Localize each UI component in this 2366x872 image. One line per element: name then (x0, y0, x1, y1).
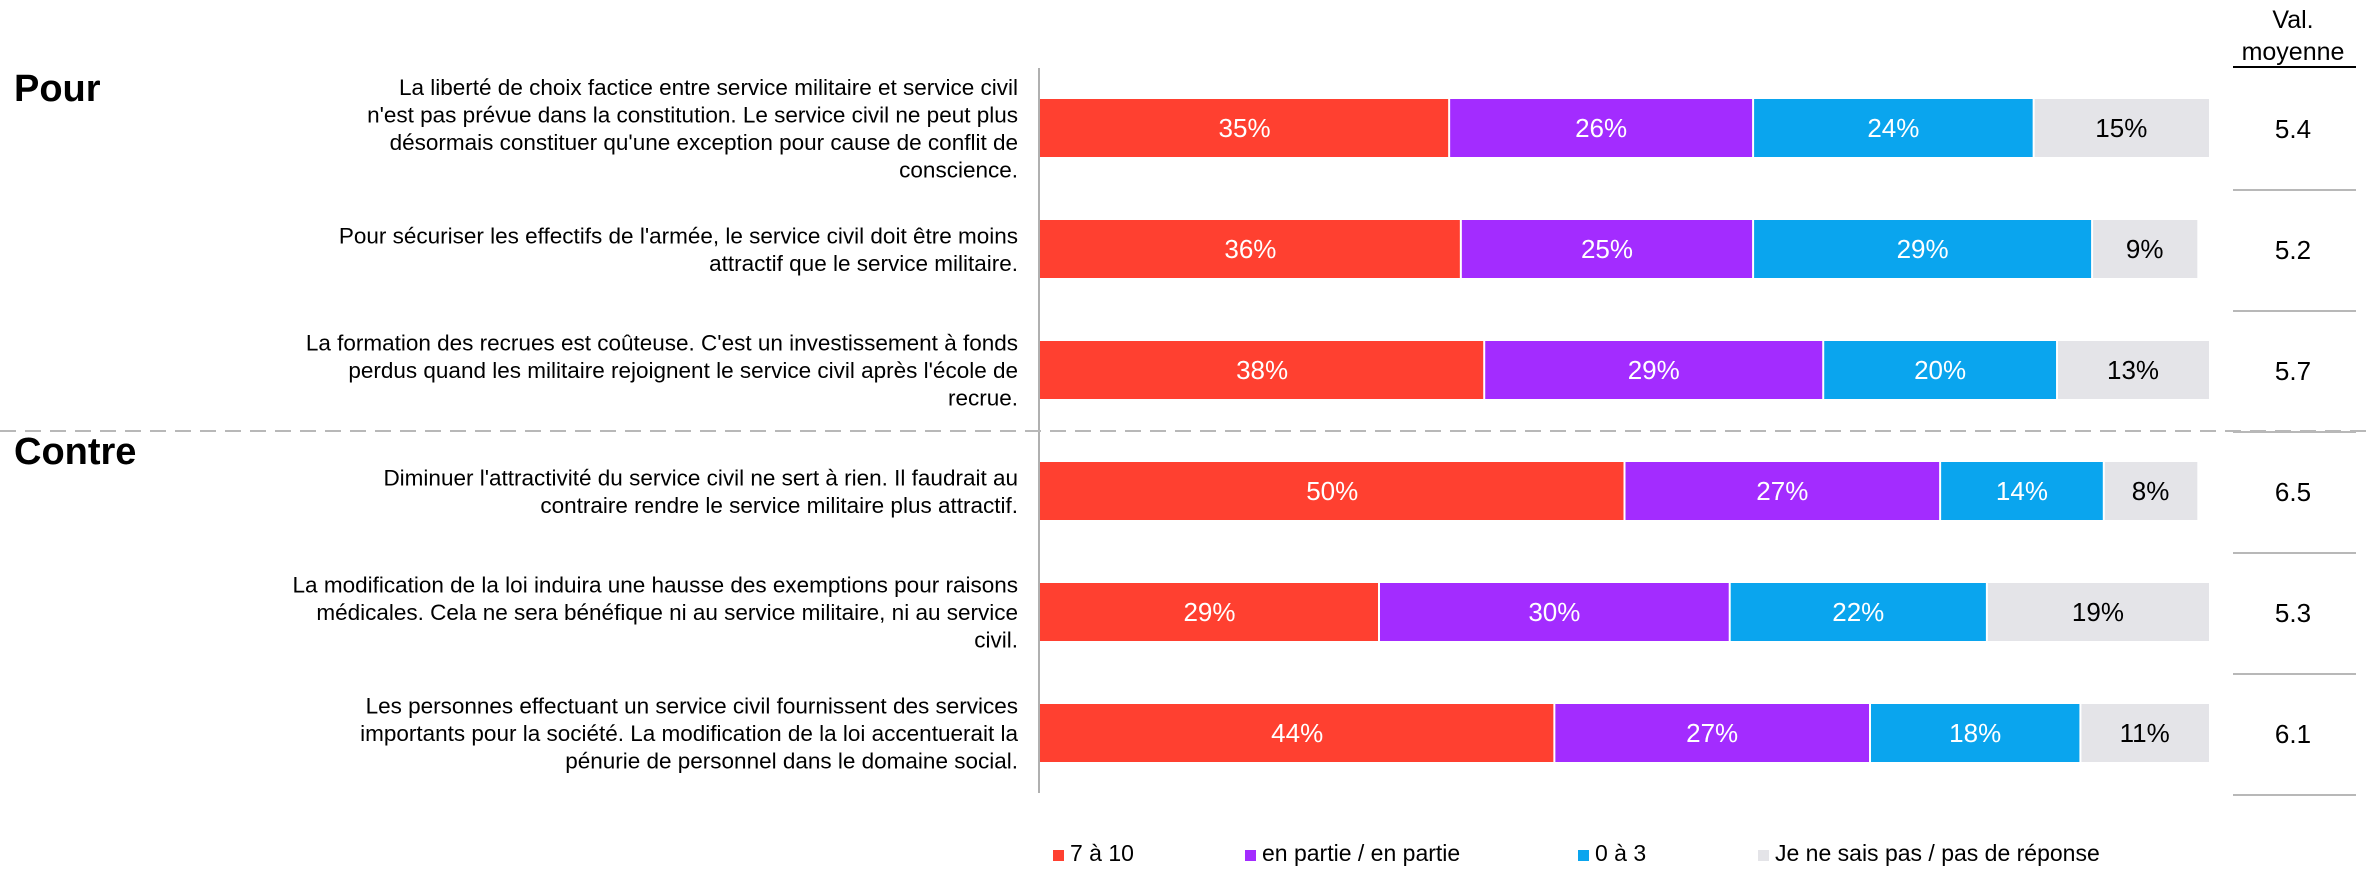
legend-swatch-1 (1053, 850, 1064, 861)
bar-segment-r2-s2 (1460, 220, 1754, 278)
bar-segment-r4-s1 (1040, 462, 1625, 520)
data-label-r2-s1: 36% (1224, 234, 1276, 264)
bar-segment-r5-s2 (1379, 583, 1730, 641)
bar-segment-r6-s2 (1554, 704, 1870, 762)
category-label-4: Diminuer l'attractivité du service civil… (383, 465, 1018, 518)
bar-segment-r6-s1 (1040, 704, 1555, 762)
category-label-line: attractif que le service militaire. (709, 251, 1018, 276)
category-label-line: Les personnes effectuant un service civi… (366, 694, 1018, 719)
mean-value-6: 6.1 (2275, 719, 2311, 749)
data-label-r2-s4: 9% (2126, 234, 2164, 264)
bar-segment-r6-s3 (1869, 704, 2081, 762)
value-column-header-line-1: Val. (2272, 6, 2313, 34)
data-label-r1-s2: 26% (1575, 113, 1627, 143)
mean-value-3: 5.7 (2275, 356, 2311, 386)
data-label-r6-s1: 44% (1271, 718, 1323, 748)
bar-segment-r1-s2 (1449, 99, 1754, 157)
bar-segment-r2-s4 (2092, 220, 2198, 278)
category-label-line: n'est pas prévue dans la constitution. L… (367, 102, 1018, 127)
bar-segment-r5-s4 (1986, 583, 2209, 641)
bar-segment-r1-s3 (1753, 99, 2034, 157)
bar-segment-r4-s4 (2103, 462, 2198, 520)
mean-value-4: 6.5 (2275, 477, 2311, 507)
data-label-r2-s3: 29% (1897, 234, 1949, 264)
data-label-r6-s2: 27% (1686, 718, 1738, 748)
category-label-line: contraire rendre le service militaire pl… (540, 493, 1018, 518)
data-label-r5-s1: 29% (1183, 597, 1235, 627)
category-label-1: La liberté de choix factice entre servic… (367, 75, 1018, 183)
legend-label-2: en partie / en partie (1262, 840, 1460, 866)
category-label-line: Pour sécuriser les effectifs de l'armée,… (339, 223, 1018, 248)
legend-swatch-3 (1578, 850, 1589, 861)
mean-value-1: 5.4 (2275, 114, 2311, 144)
mean-value-5: 5.3 (2275, 598, 2311, 628)
category-label-line: importants pour la société. La modificat… (360, 721, 1018, 746)
bar-segment-r6-s4 (2080, 704, 2209, 762)
category-label-line: La modification de la loi induira une ha… (293, 573, 1018, 598)
legend-label-4: Je ne sais pas / pas de réponse (1775, 840, 2100, 866)
data-label-r1-s4: 15% (2095, 113, 2147, 143)
legend-swatch-4 (1758, 850, 1769, 861)
data-label-r6-s4: 11% (2120, 718, 2170, 748)
data-label-r6-s3: 18% (1949, 718, 2001, 748)
value-column-header-line-2: moyenne (2242, 38, 2345, 66)
group-label-contre: Contre (14, 431, 136, 473)
data-label-r2-s2: 25% (1581, 234, 1633, 264)
legend-label-3: 0 à 3 (1595, 840, 1646, 866)
mean-value-2: 5.2 (2275, 235, 2311, 265)
data-label-r3-s1: 38% (1236, 355, 1288, 385)
bar-segment-r2-s3 (1753, 220, 2093, 278)
category-label-line: conscience. (899, 157, 1018, 182)
category-label-line: La liberté de choix factice entre servic… (399, 75, 1018, 100)
data-label-r3-s4: 13% (2107, 355, 2159, 385)
data-label-r5-s3: 22% (1832, 597, 1884, 627)
bar-segment-r4-s2 (1624, 462, 1941, 520)
category-label-6: Les personnes effectuant un service civi… (360, 694, 1018, 774)
category-label-line: La formation des recrues est coûteuse. C… (306, 331, 1018, 356)
category-label-line: civil. (974, 628, 1018, 653)
category-label-2: Pour sécuriser les effectifs de l'armée,… (339, 223, 1018, 276)
data-label-r4-s1: 50% (1306, 476, 1358, 506)
category-label-line: recrue. (948, 386, 1018, 411)
category-label-line: Diminuer l'attractivité du service civil… (383, 465, 1018, 490)
data-label-r1-s1: 35% (1219, 113, 1271, 143)
data-label-r4-s2: 27% (1756, 476, 1808, 506)
data-label-r4-s4: 8% (2132, 476, 2170, 506)
bar-segment-r5-s3 (1729, 583, 1987, 641)
category-label-3: La formation des recrues est coûteuse. C… (306, 331, 1018, 411)
data-label-r5-s2: 30% (1528, 597, 1580, 627)
legend-swatch-2 (1245, 850, 1256, 861)
legend-label-1: 7 à 10 (1070, 840, 1134, 866)
category-label-line: pénurie de personnel dans le domaine soc… (565, 749, 1018, 774)
category-label-line: désormais constituer qu'une exception po… (390, 130, 1018, 155)
bar-segment-r2-s1 (1040, 220, 1461, 278)
bar-segment-r5-s1 (1040, 583, 1380, 641)
data-label-r3-s2: 29% (1628, 355, 1680, 385)
category-label-line: perdus quand les militaire rejoignent le… (348, 358, 1018, 383)
bar-segment-r4-s3 (1940, 462, 2104, 520)
category-label-line: médicales. Cela ne sera bénéfique ni au … (316, 600, 1018, 625)
data-label-r1-s3: 24% (1867, 113, 1919, 143)
bar-segment-r1-s1 (1040, 99, 1450, 157)
bar-segment-r3-s3 (1823, 341, 2058, 399)
bar-segment-r1-s4 (2033, 99, 2209, 157)
group-label-pour: Pour (14, 68, 101, 110)
data-label-r3-s3: 20% (1914, 355, 1966, 385)
data-label-r4-s3: 14% (1996, 476, 2048, 506)
data-label-r5-s4: 19% (2072, 597, 2124, 627)
bar-segment-r3-s4 (2057, 341, 2209, 399)
bar-segment-r3-s2 (1484, 341, 1824, 399)
bar-segment-r3-s1 (1040, 341, 1485, 399)
category-label-5: La modification de la loi induira une ha… (293, 573, 1018, 653)
